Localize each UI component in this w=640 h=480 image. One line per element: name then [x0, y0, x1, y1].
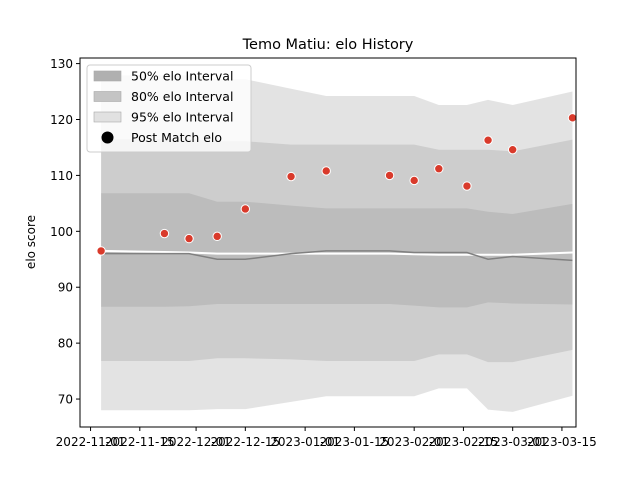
x-tick-label: 2022-12-01 — [161, 435, 231, 449]
y-axis: 70 80 90 100 110 120 130 — [50, 57, 80, 407]
post-match-point — [286, 171, 296, 182]
y-tick-label: 70 — [58, 393, 73, 407]
legend-box — [86, 64, 252, 153]
post-match-point — [321, 166, 331, 176]
post-match-point — [384, 170, 395, 181]
legend-label: 80% elo Interval — [131, 89, 233, 104]
x-tick-label: 2023-03-01 — [478, 435, 548, 449]
post-match-point — [483, 135, 493, 145]
legend-label: 95% elo Interval — [131, 110, 233, 125]
post-match-point — [462, 181, 472, 191]
x-tick-label: 2023-01-01 — [270, 435, 340, 449]
legend-swatch — [93, 91, 122, 102]
legend-swatch — [93, 70, 122, 82]
y-tick-label: 90 — [58, 281, 73, 295]
x-tick-label: 2023-02-15 — [429, 435, 499, 449]
chart-title: Temo Matiu: elo History — [242, 37, 414, 53]
reference-line — [101, 249, 573, 256]
post-match-point — [240, 204, 251, 214]
y-tick-label: 130 — [50, 57, 73, 71]
band-95 — [101, 75, 573, 412]
x-tick-label: 2023-03-15 — [527, 435, 597, 449]
post-match-point — [159, 228, 170, 239]
x-tick-label: 2023-01-15 — [320, 435, 390, 449]
legend-label: 50% elo Interval — [131, 69, 233, 84]
y-tick-label: 80 — [58, 337, 73, 351]
y-tick-label: 110 — [50, 169, 73, 183]
y-tick-label: 100 — [50, 225, 73, 239]
legend-label: Post Match elo — [131, 130, 222, 145]
legend-swatch — [93, 111, 122, 123]
plot-frame — [79, 57, 577, 428]
post-match-point — [96, 246, 106, 256]
post-match-point — [567, 113, 578, 123]
x-tick-label: 2022-11-01 — [56, 435, 126, 449]
post-match-point — [434, 164, 444, 174]
post-match-point — [507, 144, 518, 155]
y-tick-label: 120 — [50, 113, 73, 127]
legend: 50% elo Interval 80% elo Interval 95% elo … — [86, 64, 252, 153]
x-tick-label: 2022-11-15 — [105, 435, 175, 449]
x-tick-label: 2022-12-15 — [210, 435, 280, 449]
x-axis: 2022-11-012022-11-152022-12-012022-12-15… — [56, 427, 597, 449]
post-match-point — [212, 231, 222, 242]
post-match-point — [409, 175, 419, 186]
plot-area — [96, 75, 578, 412]
legend-marker — [101, 131, 114, 144]
mean-elo-line — [101, 250, 573, 262]
x-tick-label: 2023-02-01 — [379, 435, 449, 449]
y-axis-label: elo score — [24, 215, 38, 269]
post-match-point — [184, 233, 194, 244]
